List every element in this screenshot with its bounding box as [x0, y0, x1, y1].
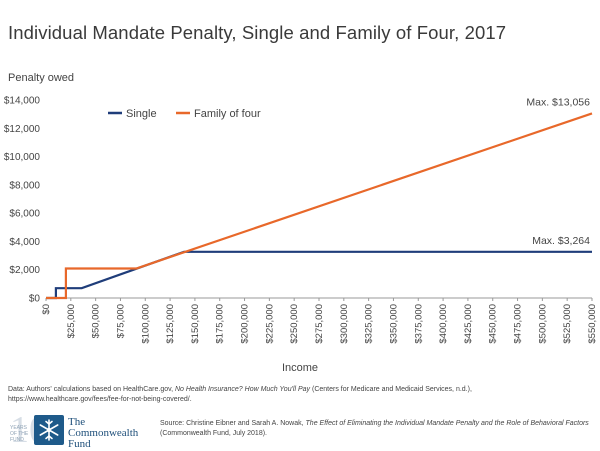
- legend-label-single: Single: [126, 108, 157, 120]
- x-tick-label: $425,000: [463, 304, 474, 344]
- x-tick-label: $125,000: [165, 304, 176, 344]
- series-line-single: [46, 250, 592, 300]
- y-tick-label: $10,000: [4, 152, 41, 163]
- y-tick-label: $4,000: [9, 237, 40, 248]
- source-footnote: Source: Christine Eibner and Sarah A. No…: [160, 419, 595, 439]
- chart-title: Individual Mandate Penalty, Single and F…: [8, 22, 507, 43]
- x-tick-label: $450,000: [488, 304, 499, 344]
- max-annotation: Max. $13,056: [526, 96, 590, 108]
- x-tick-label: $150,000: [190, 304, 201, 344]
- data-note-suffix: (Centers for Medicare and Medicaid Servi…: [310, 386, 472, 393]
- x-tick-label: $550,000: [587, 304, 598, 344]
- x-tick-label: $325,000: [364, 304, 375, 344]
- y-tick-label: $6,000: [9, 209, 40, 220]
- y-tick-label: $0: [29, 294, 41, 305]
- logo-line-1: The: [68, 416, 86, 428]
- logo-wordmark: The Commonwealth Fund: [68, 417, 138, 450]
- x-axis-label: Income: [281, 362, 319, 374]
- data-note-url: https://www.healthcare.gov/fees/fee-for-…: [8, 396, 192, 403]
- max-annotation: Max. $3,264: [532, 235, 590, 247]
- x-tick-label: $375,000: [413, 304, 424, 344]
- logo-line-3: Fund: [68, 438, 91, 450]
- data-note-italic: No Health Insurance? How Much You'll Pay: [174, 386, 311, 393]
- source-suffix: (Commonwealth Fund, July 2018).: [160, 430, 267, 437]
- years-text: YEARS OF THE FUND: [10, 425, 29, 443]
- x-tick-label: $400,000: [438, 304, 449, 344]
- x-tick-label: $100,000: [140, 304, 151, 344]
- x-tick-label: $50,000: [91, 304, 102, 338]
- series-line-family-of-four: [46, 112, 593, 300]
- x-tick-label: $525,000: [562, 304, 573, 344]
- data-note-prefix: Data: Authors' calculations based on Hea…: [8, 386, 175, 393]
- commonwealth-fund-logo: 10 YEARS OF THE FUND The Commonwealth Fu…: [8, 411, 138, 450]
- y-tick-label: $12,000: [4, 124, 41, 135]
- source-italic: The Effect of Eliminating the Individual…: [305, 420, 589, 427]
- x-tick-label: $250,000: [289, 304, 300, 344]
- x-tick-label: $275,000: [314, 304, 325, 344]
- x-tick-label: $475,000: [513, 304, 524, 344]
- y-axis-label: Penalty owed: [8, 72, 75, 84]
- y-tick-label: $2,000: [9, 265, 40, 276]
- x-tick-label: $500,000: [537, 304, 548, 344]
- y-tick-label: $14,000: [4, 96, 41, 107]
- legend-label-family-of-four: Family of four: [194, 108, 261, 120]
- x-tick-label: $350,000: [388, 304, 399, 344]
- data-footnote: Data: Authors' calculations based on Hea…: [8, 385, 593, 405]
- x-tick-label: $225,000: [264, 304, 275, 344]
- source-prefix: Source: Christine Eibner and Sarah A. No…: [160, 420, 306, 427]
- x-tick-label: $75,000: [115, 304, 126, 338]
- logo-line-2: Commonwealth: [68, 427, 139, 439]
- x-tick-label: $0: [41, 304, 52, 315]
- x-tick-label: $300,000: [339, 304, 350, 344]
- x-tick-label: $200,000: [240, 304, 251, 344]
- y-tick-label: $8,000: [9, 180, 40, 191]
- x-tick-label: $175,000: [215, 304, 226, 344]
- snowflake-icon: [34, 415, 64, 445]
- x-tick-label: $25,000: [66, 304, 77, 338]
